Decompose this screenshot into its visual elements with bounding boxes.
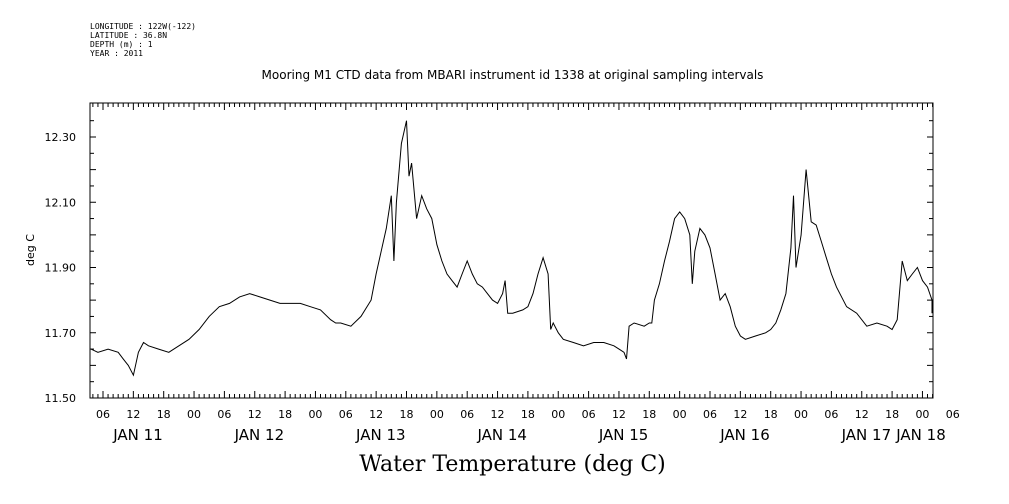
x-axis: 06 12 18 00 06 12 18 00 06 12 18 00 06 12 18 00 06 12 18 00…	[92, 103, 960, 444]
year-label: YEAR : 2011	[90, 49, 143, 58]
x-hour-tick-label: 00	[187, 408, 201, 421]
y-axis-label: deg C	[24, 234, 37, 266]
y-axis: 11.50 11.70 11.90 12.10 12.30	[45, 120, 933, 405]
x-hour-tick-label: 06	[703, 408, 717, 421]
x-hour-tick-label: 18	[157, 408, 171, 421]
x-axis-title-text: Water Temperature (deg C)	[359, 452, 666, 477]
x-hour-tick-label: 06	[339, 408, 353, 421]
y-tick-label: 12.30	[45, 131, 77, 144]
x-hour-tick-label: 12	[733, 408, 747, 421]
x-hour-tick-label: 12	[248, 408, 262, 421]
x-axis-title: Water Temperature (deg C)	[0, 452, 1009, 477]
x-hour-tick-label: 06	[824, 408, 838, 421]
x-hour-tick-label: 06	[582, 408, 596, 421]
x-hour-tick-label: 12	[126, 408, 140, 421]
x-hour-tick-label: 18	[642, 408, 656, 421]
x-hour-tick-label: 12	[612, 408, 626, 421]
x-hour-tick-label: 06	[217, 408, 231, 421]
x-hour-tick-label: 18	[885, 408, 899, 421]
x-day-label: JAN 17	[841, 426, 892, 444]
plot-frame	[89, 102, 934, 399]
longitude-label: LONGITUDE : 122W(-122)	[90, 22, 196, 31]
x-day-label: JAN 15	[598, 426, 649, 444]
x-day-label: JAN 13	[355, 426, 406, 444]
x-hour-tick-label: 06	[96, 408, 110, 421]
x-hour-tick-label: 06	[460, 408, 474, 421]
chart-title-text: Mooring M1 CTD data from MBARI instrumen…	[261, 68, 764, 82]
x-hour-tick-label: 18	[278, 408, 292, 421]
y-tick-label: 12.10	[45, 196, 77, 209]
x-hour-tick-label: 00	[430, 408, 444, 421]
x-hour-tick-label: 12	[855, 408, 869, 421]
x-hour-tick-label: 00	[673, 408, 687, 421]
x-hour-tick-label: 06	[946, 408, 960, 421]
y-tick-label: 11.70	[45, 327, 77, 340]
x-hour-tick-label: 18	[764, 408, 778, 421]
x-day-label: JAN 16	[719, 426, 770, 444]
x-hour-tick-label: 12	[369, 408, 383, 421]
x-hour-tick-label: 18	[521, 408, 535, 421]
depth-label: DEPTH (m) : 1	[90, 40, 153, 49]
x-hour-tick-label: 00	[551, 408, 565, 421]
y-tick-label: 11.90	[45, 262, 77, 275]
x-day-label: JAN 12	[234, 426, 285, 444]
x-day-label: JAN 11	[112, 426, 163, 444]
x-day-label: JAN 14	[476, 426, 527, 444]
x-day-label: JAN 18	[895, 426, 946, 444]
x-hour-tick-label: 00	[794, 408, 808, 421]
x-hour-tick-label: 12	[491, 408, 505, 421]
x-hour-tick-label: 00	[308, 408, 322, 421]
x-hour-tick-label: 00	[915, 408, 929, 421]
y-tick-label: 11.50	[45, 392, 77, 405]
x-hour-tick-label: 18	[400, 408, 414, 421]
chart-title: Mooring M1 CTD data from MBARI instrumen…	[0, 68, 1009, 82]
latitude-label: LATITUDE : 36.8N	[90, 31, 168, 40]
metadata-block: LONGITUDE : 122W(-122) LATITUDE : 36.8N …	[90, 22, 196, 58]
temperature-series-line	[90, 120, 933, 377]
